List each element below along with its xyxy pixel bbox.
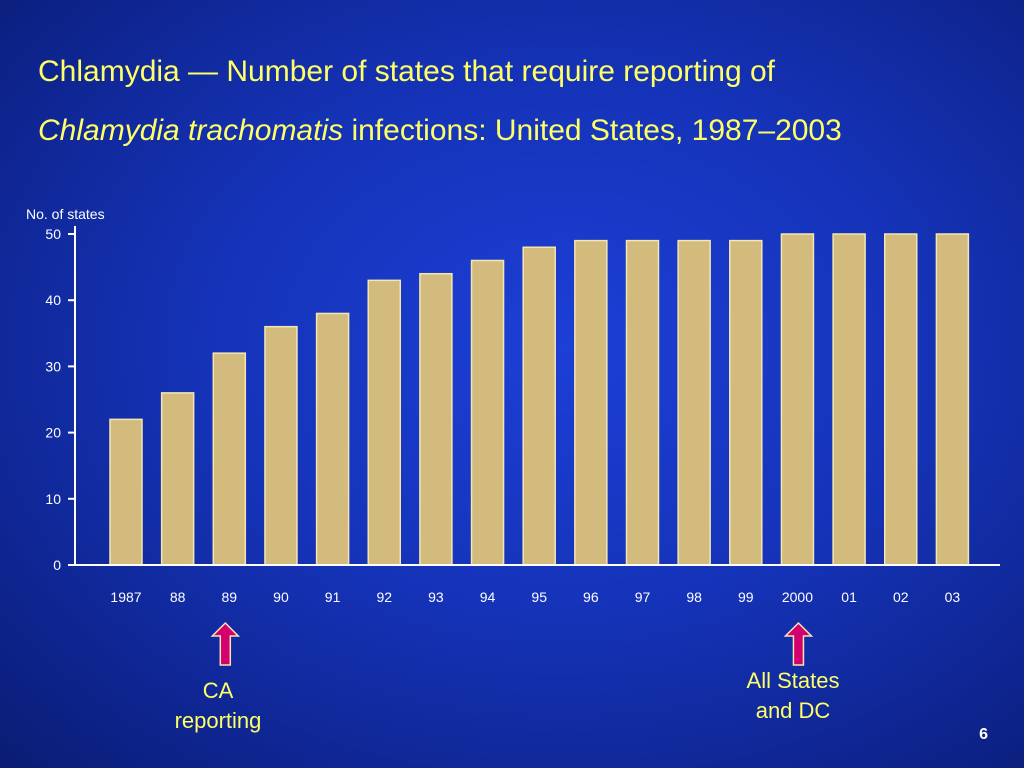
x-tick-label-1987: 1987 (110, 589, 141, 605)
x-tick-label-99: 99 (738, 589, 754, 605)
bar-99 (729, 239, 763, 566)
bar-92 (367, 279, 401, 566)
x-tick-label-96: 96 (583, 589, 599, 605)
bar-88 (160, 392, 195, 566)
bar-2000 (780, 233, 815, 566)
slide-title-italic: Chlamydia trachomatis (38, 114, 344, 147)
page-number: 6 (979, 726, 988, 743)
bar-90 (264, 325, 298, 566)
x-tick-label-95: 95 (531, 589, 547, 605)
y-axis-label: No. of states (26, 206, 105, 222)
bar-03 (935, 233, 970, 566)
x-tick-label-91: 91 (325, 589, 341, 605)
bar-98 (677, 239, 711, 566)
bar-93 (419, 272, 453, 566)
x-tick-label-2000: 2000 (782, 589, 813, 605)
x-tick-label-01: 01 (841, 589, 857, 605)
bar-94 (470, 259, 505, 566)
bar-89 (212, 352, 247, 566)
y-tick-label-50: 50 (45, 226, 61, 242)
slide-title-line-2: Chlamydia trachomatis infections: United… (38, 116, 842, 146)
y-tick-label-0: 0 (53, 557, 61, 573)
annotation-all-states: All States and DC (746, 668, 840, 723)
arrow-up-icon-89 (210, 621, 241, 666)
bar-01 (832, 233, 866, 566)
slide-title-rest: infections: United States, 1987–2003 (343, 114, 842, 147)
x-tick-label-93: 93 (428, 589, 444, 605)
x-tick-label-88: 88 (170, 589, 186, 605)
arrow-up-icon-2000 (783, 621, 814, 666)
x-tick-label-94: 94 (480, 589, 496, 605)
bar-95 (522, 246, 556, 566)
x-tick-label-97: 97 (635, 589, 651, 605)
bar-02 (884, 233, 918, 566)
annotation-ca-reporting: CA reporting (174, 678, 262, 733)
y-tick-label-30: 30 (45, 358, 61, 374)
x-tick-label-90: 90 (273, 589, 289, 605)
slide-title-line-1: Chlamydia — Number of states that requir… (38, 55, 776, 88)
x-tick-label-98: 98 (686, 589, 702, 605)
x-tick-label-03: 03 (945, 589, 961, 605)
y-tick-label-40: 40 (45, 292, 61, 308)
bar-91 (315, 312, 350, 566)
y-tick-label-20: 20 (45, 425, 61, 441)
x-tick-label-92: 92 (376, 589, 392, 605)
bar-97 (625, 239, 660, 566)
bar-1987 (109, 418, 143, 566)
bar-96 (574, 239, 608, 566)
x-tick-label-89: 89 (222, 589, 238, 605)
y-tick-label-10: 10 (45, 491, 61, 507)
x-tick-label-02: 02 (893, 589, 909, 605)
